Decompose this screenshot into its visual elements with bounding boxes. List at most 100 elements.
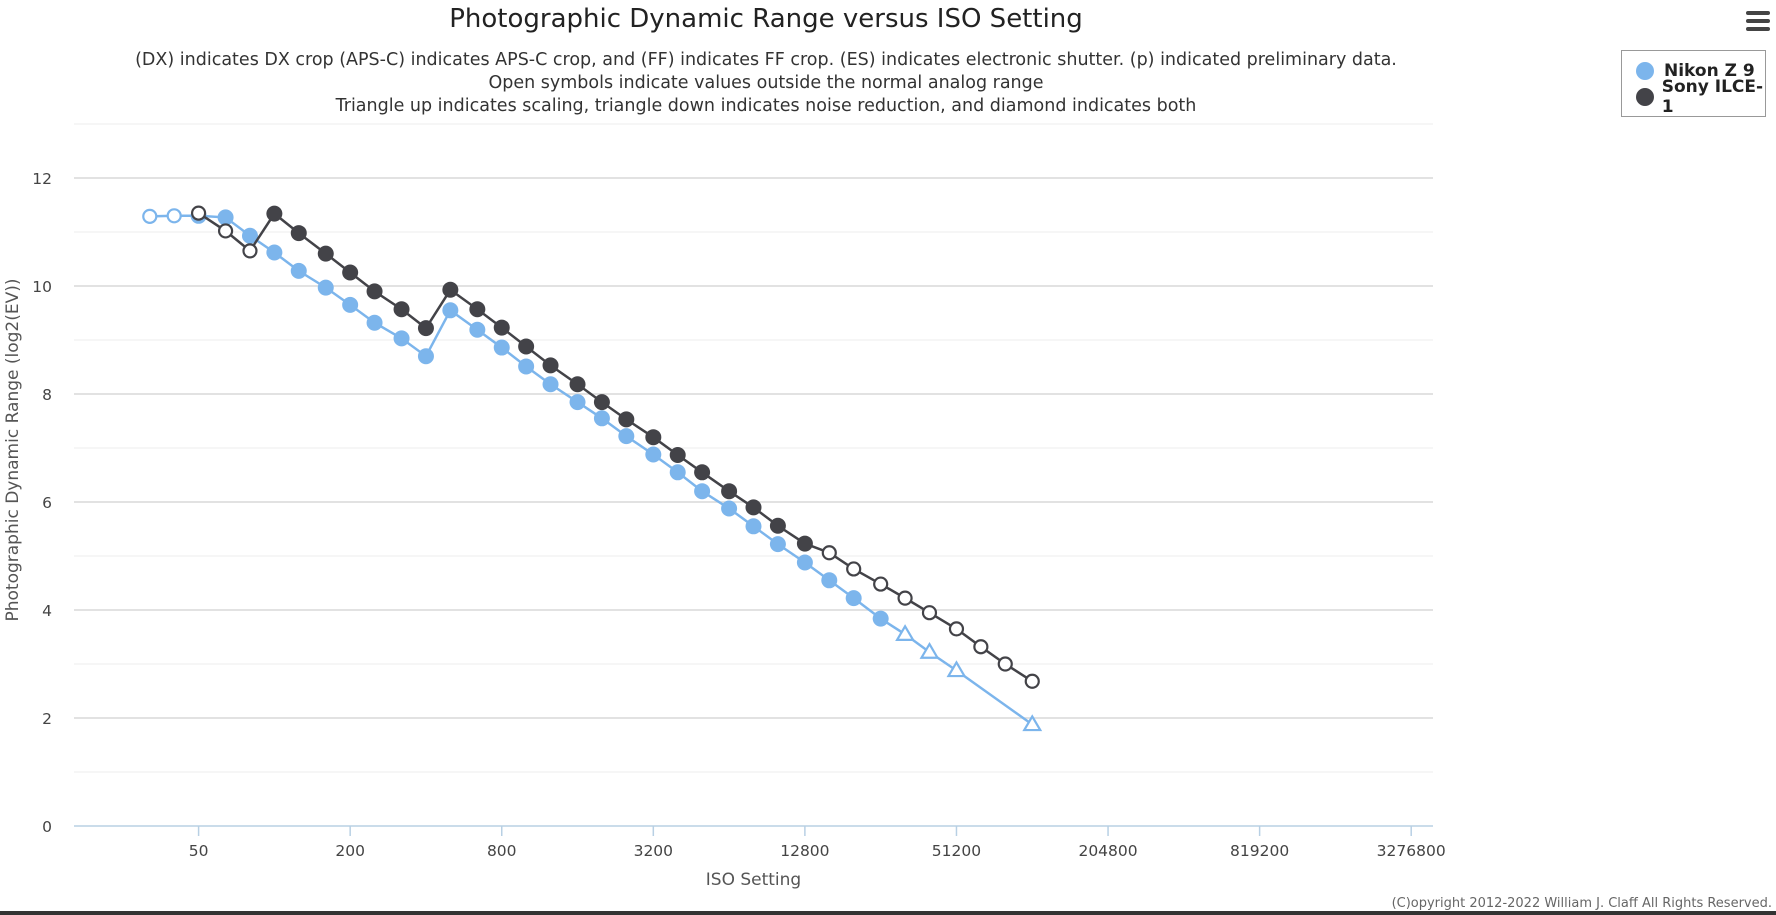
data-point <box>694 483 711 500</box>
data-point-open <box>190 205 207 221</box>
data-point <box>518 338 535 355</box>
data-point <box>569 376 586 393</box>
x-tick-label: 3276800 <box>1377 842 1446 860</box>
data-point <box>342 264 359 281</box>
legend-item-nikon-z9[interactable]: Nikon Z 9 <box>1632 59 1755 83</box>
data-point-open <box>217 223 234 239</box>
data-point <box>366 283 383 300</box>
data-point <box>694 464 711 481</box>
y-axis-title: Photographic Dynamic Range (log2(EV)) <box>3 278 23 621</box>
data-point <box>593 394 610 411</box>
legend-label-sony-ilce1: Sony ILCE-1 <box>1661 77 1764 117</box>
legend-symbol-sony-ilce1 <box>1632 87 1656 107</box>
data-point-open <box>242 243 258 259</box>
hamburger-menu-icon[interactable] <box>1746 11 1770 33</box>
data-point <box>796 535 813 552</box>
legend-marker-sony <box>1636 88 1654 106</box>
y-tick-label: 10 <box>32 278 52 296</box>
y-tick-label: 6 <box>42 494 52 512</box>
x-tick-label: 200 <box>335 842 365 860</box>
chart-legend: Nikon Z 9 Sony ILCE-1 <box>1621 50 1766 117</box>
legend-symbol-nikon-z9 <box>1632 61 1658 81</box>
y-tick-label: 8 <box>42 386 52 404</box>
chart-subtitle-line-3: Triangle up indicates scaling, triangle … <box>335 96 1197 116</box>
data-point-open <box>1024 673 1040 689</box>
data-point <box>290 262 307 279</box>
x-tick-label: 819200 <box>1230 842 1289 860</box>
chart-subtitle-line-2: Open symbols indicate values outside the… <box>488 73 1044 93</box>
data-point-open <box>142 208 158 224</box>
data-point-triangle <box>895 624 915 642</box>
data-point <box>618 428 635 445</box>
data-point-triangle <box>946 660 967 678</box>
data-point <box>542 357 559 374</box>
data-point <box>518 358 535 375</box>
x-tick-label: 51200 <box>932 842 981 860</box>
data-point-open <box>921 605 938 621</box>
series-line-0 <box>149 214 1033 726</box>
data-point <box>393 330 410 347</box>
data-point <box>442 281 459 298</box>
data-point <box>669 464 686 481</box>
data-point <box>645 446 662 463</box>
x-tick-label: 800 <box>487 842 517 860</box>
data-point <box>417 320 434 337</box>
x-tick-label: 204800 <box>1078 842 1137 860</box>
data-point <box>469 321 486 338</box>
data-point <box>493 319 510 336</box>
data-point-open <box>166 208 182 224</box>
data-point-open <box>846 561 862 577</box>
data-point <box>366 314 383 331</box>
data-point <box>290 225 307 242</box>
y-tick-label: 2 <box>42 710 52 728</box>
data-point <box>745 499 762 516</box>
data-point <box>217 209 234 226</box>
data-point <box>493 339 510 356</box>
data-point <box>821 572 838 589</box>
data-point <box>721 483 738 500</box>
chart-subtitle-line-1: (DX) indicates DX crop (APS-C) indicates… <box>135 50 1397 70</box>
data-point <box>417 348 434 365</box>
data-point <box>241 227 258 244</box>
data-point <box>769 517 786 534</box>
data-point <box>845 590 862 607</box>
chart-title: Photographic Dynamic Range versus ISO Se… <box>449 4 1083 34</box>
series-line-1 <box>197 211 1033 683</box>
data-point <box>266 205 283 222</box>
x-tick-label: 50 <box>189 842 209 860</box>
bottom-divider <box>0 911 1776 915</box>
data-point <box>745 518 762 535</box>
data-point-open <box>997 656 1013 672</box>
data-point <box>266 244 283 261</box>
data-point <box>442 302 459 319</box>
copyright-notice: (C)opyright 2012-2022 William J. Claff A… <box>1391 896 1772 911</box>
data-point <box>469 301 486 318</box>
legend-label-nikon-z9: Nikon Z 9 <box>1664 61 1755 81</box>
data-point <box>669 447 686 464</box>
data-point-open <box>973 639 989 655</box>
data-point <box>721 500 738 517</box>
data-point <box>317 245 334 262</box>
data-point-open <box>821 545 837 561</box>
data-point-open <box>897 590 913 606</box>
x-axis-title: ISO Setting <box>706 870 801 890</box>
data-point <box>393 301 410 318</box>
data-point <box>569 394 586 411</box>
data-point-triangle <box>919 641 940 659</box>
data-point-open <box>873 576 889 592</box>
data-point <box>872 610 889 627</box>
legend-marker-nikon <box>1636 62 1654 80</box>
legend-item-sony-ilce1[interactable]: Sony ILCE-1 <box>1632 77 1765 117</box>
data-point <box>769 536 786 553</box>
data-point <box>317 279 334 296</box>
y-tick-label: 0 <box>42 818 52 836</box>
y-tick-label: 4 <box>42 602 52 620</box>
data-point <box>342 296 359 313</box>
data-point <box>796 554 813 571</box>
data-point <box>618 411 635 428</box>
data-point <box>542 376 559 393</box>
y-tick-label: 12 <box>32 170 52 188</box>
data-point-open <box>948 621 965 637</box>
data-point-triangle <box>1022 714 1043 732</box>
